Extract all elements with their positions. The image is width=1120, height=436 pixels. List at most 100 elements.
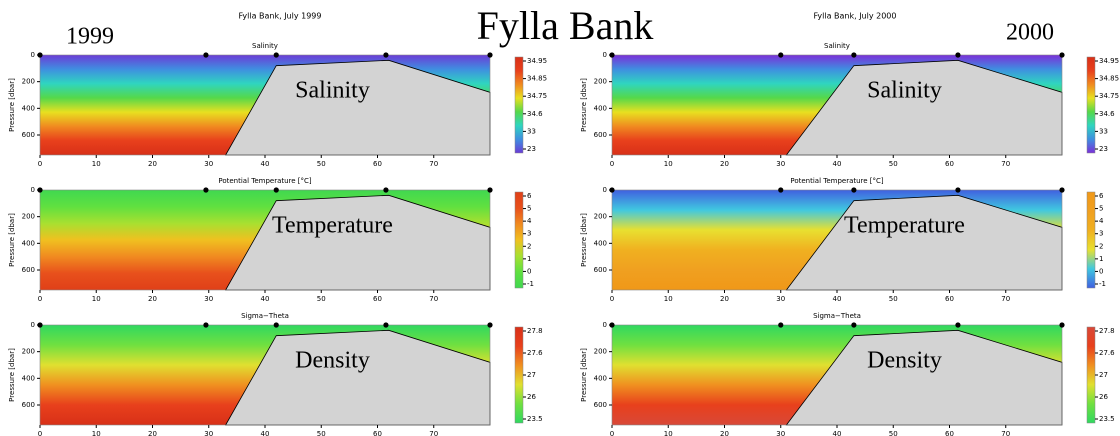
colorbar-tick-label: 23.5 xyxy=(527,415,543,423)
x-tick-label: 30 xyxy=(776,295,785,303)
annotation: Temperature xyxy=(272,213,393,239)
station-marker xyxy=(851,322,857,328)
colorbar-tick-label: 27.8 xyxy=(1099,327,1115,335)
colorbar-tick-label: 27 xyxy=(1099,371,1108,379)
y-axis-label: Pressure [dbar] xyxy=(580,78,588,132)
colorbar-tick-label: -1 xyxy=(527,280,534,288)
x-tick-label: 70 xyxy=(429,160,438,168)
y-tick-label: 0 xyxy=(603,51,607,59)
station-marker xyxy=(37,52,43,58)
y-tick-label: 200 xyxy=(594,348,607,356)
station-marker xyxy=(609,187,615,193)
y-tick-label: 0 xyxy=(31,186,35,194)
x-tick-label: 30 xyxy=(776,160,785,168)
colorbar-tick-label: 0 xyxy=(527,267,531,275)
subtitle: Salinity xyxy=(824,42,850,50)
y-tick-label: 400 xyxy=(594,104,607,112)
annotation: Salinity xyxy=(295,78,370,104)
y-tick-label: 0 xyxy=(603,321,607,329)
y-tick-label: 200 xyxy=(22,348,35,356)
y-tick-label: 600 xyxy=(22,131,35,139)
colorbar-tick-label: 34.85 xyxy=(527,75,547,83)
annotation: Density xyxy=(867,348,942,374)
x-tick-label: 10 xyxy=(664,160,673,168)
y-tick-label: 200 xyxy=(22,78,35,86)
x-tick-label: 70 xyxy=(1001,295,1010,303)
x-tick-label: 60 xyxy=(373,430,382,436)
colorbar-tick-label: 5 xyxy=(1099,205,1103,213)
station-marker xyxy=(203,322,209,328)
colorbar-tick-label: 34.6 xyxy=(1099,110,1115,118)
x-tick-label: 10 xyxy=(92,160,101,168)
x-tick-label: 60 xyxy=(945,295,954,303)
colorbar xyxy=(514,56,524,154)
figure-title: Fylla Bank xyxy=(477,3,654,48)
colorbar-tick-label: 1 xyxy=(527,255,531,263)
x-tick-label: 40 xyxy=(261,295,270,303)
colorbar-tick-label: 5 xyxy=(527,205,531,213)
colorbar-tick-label: 26 xyxy=(527,393,536,401)
subtitle: Salinity xyxy=(252,42,278,50)
y-tick-label: 600 xyxy=(22,266,35,274)
colorbar-tick-label: 33 xyxy=(1099,127,1108,135)
y-tick-label: 200 xyxy=(594,78,607,86)
y-axis-label: Pressure [dbar] xyxy=(580,213,588,267)
colorbar-tick-label: 27.6 xyxy=(1099,349,1115,357)
x-tick-label: 30 xyxy=(204,295,213,303)
x-tick-label: 30 xyxy=(204,160,213,168)
station-marker xyxy=(383,52,389,58)
x-tick-label: 20 xyxy=(720,295,729,303)
colorbar-tick-label: 2 xyxy=(1099,242,1103,250)
station-marker xyxy=(955,52,961,58)
x-tick-label: 60 xyxy=(945,430,954,436)
year-label: 1999 xyxy=(66,24,114,50)
colorbar-tick-label: 34.95 xyxy=(1099,57,1119,65)
colorbar-tick-label: 34.85 xyxy=(1099,75,1119,83)
x-tick-label: 20 xyxy=(148,160,157,168)
station-marker xyxy=(383,322,389,328)
colorbar-tick-label: 2 xyxy=(527,242,531,250)
y-tick-label: 400 xyxy=(22,104,35,112)
x-tick-label: 20 xyxy=(720,430,729,436)
y-tick-label: 200 xyxy=(22,213,35,221)
y-axis-label: Pressure [dbar] xyxy=(8,213,16,267)
colorbar-tick-label: -1 xyxy=(1099,280,1106,288)
colorbar-tick-label: 34.6 xyxy=(527,110,543,118)
colorbar-tick-label: 23.5 xyxy=(1099,415,1115,423)
colorbar-tick-label: 33 xyxy=(527,127,536,135)
y-axis-label: Pressure [dbar] xyxy=(8,348,16,402)
station-marker xyxy=(203,187,209,193)
colorbar-tick-label: 34.95 xyxy=(527,57,547,65)
station-marker xyxy=(37,187,43,193)
x-tick-label: 50 xyxy=(889,430,898,436)
x-tick-label: 40 xyxy=(833,430,842,436)
x-tick-label: 70 xyxy=(429,295,438,303)
colorbar-tick-label: 26 xyxy=(1099,393,1108,401)
x-tick-label: 20 xyxy=(148,295,157,303)
subtitle: Sigma−Theta xyxy=(813,312,861,320)
x-tick-label: 0 xyxy=(38,160,42,168)
y-tick-label: 400 xyxy=(594,374,607,382)
y-tick-label: 400 xyxy=(22,239,35,247)
annotation: Density xyxy=(295,348,370,374)
annotation: Temperature xyxy=(844,213,965,239)
station-marker xyxy=(778,52,784,58)
station-marker xyxy=(487,322,493,328)
colorbar-tick-label: 3 xyxy=(1099,230,1103,238)
subtitle: Sigma−Theta xyxy=(241,312,289,320)
station-marker xyxy=(273,322,279,328)
panel-title: Fylla Bank, July 2000 xyxy=(814,12,897,21)
colorbar-tick-label: 6 xyxy=(527,192,532,200)
x-tick-label: 20 xyxy=(148,430,157,436)
y-tick-label: 600 xyxy=(594,401,607,409)
y-axis-label: Pressure [dbar] xyxy=(8,78,16,132)
station-marker xyxy=(778,187,784,193)
year-label: 2000 xyxy=(1006,20,1054,46)
y-tick-label: 600 xyxy=(594,131,607,139)
station-marker xyxy=(851,187,857,193)
station-marker xyxy=(609,322,615,328)
colorbar-tick-label: 1 xyxy=(1099,255,1103,263)
y-tick-label: 0 xyxy=(31,321,35,329)
colorbar-tick-label: 4 xyxy=(1099,217,1104,225)
